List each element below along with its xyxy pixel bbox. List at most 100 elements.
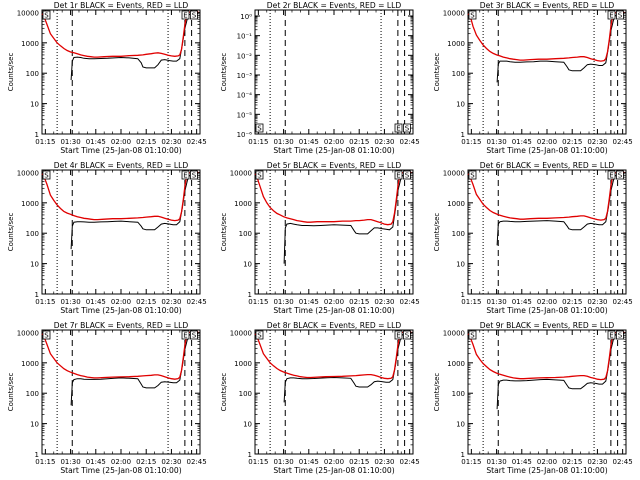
y-tick-label: 1000 (447, 200, 465, 208)
x-tick-label: 02:30 (161, 458, 181, 466)
panel-title: Det 6r BLACK = Events, RED = LLD (480, 161, 615, 170)
x-tick-label: 02:45 (187, 458, 207, 466)
marker-box (394, 170, 403, 180)
x-tick-label: 02:30 (587, 138, 607, 146)
x-tick-label: 02:00 (537, 458, 557, 466)
series-line-lld (467, 11, 625, 62)
y-tick-label: 1 (35, 291, 39, 299)
y-tick-label: 10 (456, 421, 465, 429)
y-tick-label: 100 (26, 390, 39, 398)
x-tick-label: 02:45 (613, 298, 633, 306)
y-axis-title: Counts/sec (433, 53, 441, 92)
end-marker-box: E (181, 170, 190, 180)
y-tick-label: 10⁻⁶ (237, 131, 253, 139)
marker-label: S (257, 125, 262, 133)
panel-9: Det 9r BLACK = Events, RED = LLD 1 10 100 10… (433, 321, 633, 475)
y-tick-label: 10000 (443, 9, 465, 17)
marker-box (607, 10, 616, 20)
marker-label: E (396, 332, 400, 340)
start-marker-box: S (255, 330, 264, 340)
x-tick-label: 01:30 (273, 458, 293, 466)
x-tick-label: 02:30 (374, 298, 394, 306)
x-axis-title: Start Time (25-Jan-08 01:10:00) (60, 306, 181, 315)
marker-box (616, 170, 624, 180)
marker-box (42, 330, 51, 340)
x-tick-label: 02:45 (400, 298, 420, 306)
series-line-events (283, 173, 412, 264)
x-tick-label: 01:45 (512, 458, 532, 466)
marker-label: S (405, 332, 410, 340)
y-tick-label: 10000 (17, 329, 39, 337)
marker-label: S (618, 172, 623, 180)
marker-label: E (396, 172, 400, 180)
series-line-lld (467, 171, 625, 221)
y-tick-label: 10⁻⁵ (237, 111, 253, 119)
panel-title: Det 7r BLACK = Events, RED = LLD (54, 321, 189, 330)
marker-box (181, 10, 190, 20)
x-tick-label: 02:45 (613, 458, 633, 466)
marker-box (255, 123, 264, 133)
x-tick-label: 01:30 (60, 458, 80, 466)
x-axis-title: Start Time (25-Jan-08 01:10:00) (486, 466, 607, 475)
x-tick-label: 02:30 (587, 458, 607, 466)
marker-box (403, 123, 411, 133)
x-tick-label: 01:15 (248, 138, 268, 146)
end-marker-box: E (607, 330, 616, 340)
start-marker-box: S (468, 170, 477, 180)
y-axis-title: Counts/sec (220, 53, 228, 92)
y-tick-label: 10 (456, 261, 465, 269)
x-axis-title: Start Time (25-Jan-08 01:10:00) (273, 146, 394, 155)
panel-3: Det 3r BLACK = Events, RED = LLD 1 10 100 10… (433, 1, 633, 155)
x-tick-label: 01:15 (248, 458, 268, 466)
marker-box (255, 170, 264, 180)
x-tick-label: 02:15 (349, 458, 369, 466)
series-line-events (496, 13, 625, 83)
end-marker-box: S (190, 10, 198, 20)
marker-box (403, 170, 411, 180)
y-tick-label: 10000 (230, 169, 252, 177)
panel-7: Det 7r BLACK = Events, RED = LLD 1 10 100 10… (7, 321, 207, 475)
x-tick-label: 02:15 (349, 298, 369, 306)
y-axis-title: Counts/sec (7, 373, 15, 412)
y-tick-label: 10⁰ (240, 13, 252, 21)
marker-box (607, 170, 616, 180)
y-tick-label: 10⁻² (237, 52, 253, 60)
series-line-events (70, 332, 199, 406)
x-tick-label: 01:45 (86, 298, 106, 306)
y-axis-title: Counts/sec (7, 53, 15, 92)
x-tick-label: 02:45 (187, 298, 207, 306)
series-line-events (496, 173, 625, 246)
y-tick-label: 100 (26, 70, 39, 78)
end-marker-box: S (403, 123, 411, 133)
end-marker-box: E (394, 170, 403, 180)
y-tick-label: 1 (35, 131, 39, 139)
x-tick-label: 02:45 (613, 138, 633, 146)
series-line-events (70, 12, 199, 81)
x-tick-label: 01:45 (299, 458, 319, 466)
y-tick-label: 10 (456, 101, 465, 109)
y-tick-label: 10 (30, 421, 39, 429)
end-marker-box: E (394, 330, 403, 340)
x-tick-label: 02:00 (324, 138, 344, 146)
x-tick-label: 01:15 (35, 138, 55, 146)
x-tick-label: 02:30 (374, 458, 394, 466)
series-line-lld (41, 11, 199, 58)
end-marker-box: E (394, 123, 403, 133)
y-tick-label: 100 (452, 70, 465, 78)
y-tick-label: 1000 (447, 40, 465, 48)
panel-1: Det 1r BLACK = Events, RED = LLD 1 10 100 10… (7, 1, 207, 155)
y-tick-label: 1 (248, 291, 252, 299)
y-tick-label: 1000 (234, 200, 252, 208)
y-axis-title: Counts/sec (433, 373, 441, 412)
marker-label: S (257, 332, 262, 340)
x-tick-label: 01:30 (486, 458, 506, 466)
marker-box (181, 330, 190, 340)
x-axis-title: Start Time (25-Jan-08 01:10:00) (273, 466, 394, 475)
plot-frame (254, 9, 414, 135)
panel-4: Det 4r BLACK = Events, RED = LLD 1 10 100 10… (7, 161, 207, 315)
x-tick-label: 02:15 (562, 138, 582, 146)
series-line-lld (254, 331, 412, 380)
marker-box (190, 10, 198, 20)
x-axis-title: Start Time (25-Jan-08 01:10:00) (60, 466, 181, 475)
end-marker-box: E (181, 330, 190, 340)
